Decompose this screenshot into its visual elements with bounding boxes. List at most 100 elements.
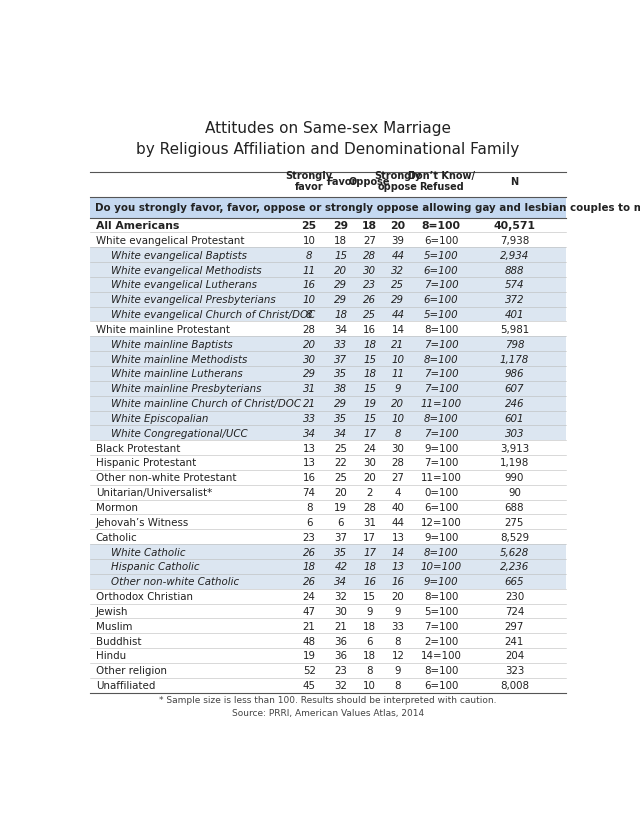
Text: Muslim: Muslim — [96, 621, 132, 631]
Text: 9=100: 9=100 — [424, 443, 458, 453]
Text: 21: 21 — [392, 339, 404, 349]
Text: 44: 44 — [392, 251, 404, 261]
Text: 37: 37 — [334, 532, 348, 542]
Text: Hispanic Catholic: Hispanic Catholic — [111, 562, 199, 571]
Text: Black Protestant: Black Protestant — [96, 443, 180, 453]
Text: 10: 10 — [392, 354, 404, 364]
Text: 8=100: 8=100 — [424, 324, 458, 334]
Bar — [90, 366, 566, 381]
Text: 28: 28 — [364, 503, 376, 513]
Text: 24: 24 — [303, 591, 316, 601]
Text: 30: 30 — [363, 265, 376, 275]
Text: Mormon: Mormon — [96, 503, 138, 513]
Text: 8=100: 8=100 — [424, 414, 458, 423]
Text: 33: 33 — [392, 621, 404, 631]
Text: 20: 20 — [335, 488, 348, 498]
Text: 34: 34 — [334, 428, 348, 438]
Bar — [90, 663, 566, 678]
Text: Hispanic Protestant: Hispanic Protestant — [96, 458, 196, 468]
Text: 724: 724 — [505, 606, 524, 616]
Text: White evangelical Methodists: White evangelical Methodists — [111, 265, 261, 275]
Text: 8=100: 8=100 — [424, 591, 458, 601]
Text: 2,236: 2,236 — [500, 562, 529, 571]
Text: 28: 28 — [392, 458, 404, 468]
Text: White mainline Church of Christ/DOC: White mainline Church of Christ/DOC — [111, 399, 301, 409]
Text: 36: 36 — [334, 636, 348, 646]
Text: 20: 20 — [392, 591, 404, 601]
Text: 21: 21 — [303, 399, 316, 409]
Text: 18: 18 — [363, 339, 376, 349]
Text: Jehovah’s Witness: Jehovah’s Witness — [96, 517, 189, 528]
Text: Catholic: Catholic — [96, 532, 138, 542]
Text: 32: 32 — [392, 265, 404, 275]
Text: 888: 888 — [505, 265, 524, 275]
Text: 15: 15 — [363, 591, 376, 601]
Text: 6: 6 — [367, 636, 373, 646]
Text: White evangelical Presbyterians: White evangelical Presbyterians — [111, 295, 275, 305]
Text: 990: 990 — [505, 473, 524, 483]
Text: 8: 8 — [306, 503, 312, 513]
Text: 323: 323 — [505, 666, 524, 676]
Text: 48: 48 — [303, 636, 316, 646]
Bar — [90, 396, 566, 411]
Text: 10=100: 10=100 — [420, 562, 461, 571]
Text: White mainline Lutherans: White mainline Lutherans — [111, 369, 243, 379]
Text: 29: 29 — [334, 280, 348, 290]
Bar — [90, 678, 566, 693]
Text: 14: 14 — [392, 547, 404, 557]
Text: White evangelical Baptists: White evangelical Baptists — [111, 251, 247, 261]
Text: Unaffiliated: Unaffiliated — [96, 681, 156, 691]
Text: 14: 14 — [392, 324, 404, 334]
Text: White evangelical Lutherans: White evangelical Lutherans — [111, 280, 257, 290]
Bar — [90, 529, 566, 544]
Text: 16: 16 — [303, 280, 316, 290]
Text: 32: 32 — [335, 681, 348, 691]
Text: 47: 47 — [303, 606, 316, 616]
Text: Jewish: Jewish — [96, 606, 129, 616]
Text: Other non-white Catholic: Other non-white Catholic — [111, 576, 239, 586]
Text: 9: 9 — [367, 606, 373, 616]
Text: 25: 25 — [363, 309, 376, 320]
Bar — [90, 381, 566, 396]
Text: Orthodox Christian: Orthodox Christian — [96, 591, 193, 601]
Text: 7=100: 7=100 — [424, 428, 458, 438]
Bar — [90, 351, 566, 366]
Text: 17: 17 — [363, 532, 376, 542]
Text: 34: 34 — [334, 576, 348, 586]
Text: 665: 665 — [505, 576, 524, 586]
Text: 401: 401 — [505, 309, 524, 320]
Text: 19: 19 — [334, 503, 348, 513]
Text: 18: 18 — [334, 236, 348, 246]
Text: 23: 23 — [363, 280, 376, 290]
Text: Favor: Favor — [326, 176, 356, 186]
Text: 12=100: 12=100 — [420, 517, 461, 528]
Text: 23: 23 — [335, 666, 348, 676]
Text: 7=100: 7=100 — [424, 280, 458, 290]
Text: 8=100: 8=100 — [424, 547, 458, 557]
Text: 30: 30 — [335, 606, 348, 616]
Text: * Sample size is less than 100. Results should be interpreted with caution.
Sour: * Sample size is less than 100. Results … — [159, 696, 497, 717]
Text: 22: 22 — [335, 458, 348, 468]
Text: 16: 16 — [363, 324, 376, 334]
Text: 40: 40 — [392, 503, 404, 513]
Text: 30: 30 — [364, 458, 376, 468]
Text: 10: 10 — [392, 414, 404, 423]
Text: 6=100: 6=100 — [424, 503, 458, 513]
Text: 9=100: 9=100 — [424, 576, 458, 586]
Text: 6=100: 6=100 — [424, 681, 458, 691]
Text: Do you strongly favor, favor, oppose or strongly oppose allowing gay and lesbian: Do you strongly favor, favor, oppose or … — [95, 203, 640, 213]
Text: 241: 241 — [505, 636, 524, 646]
Text: 8: 8 — [395, 681, 401, 691]
Text: 798: 798 — [505, 339, 524, 349]
Text: 10: 10 — [364, 681, 376, 691]
Text: All Americans: All Americans — [96, 221, 179, 231]
Bar — [90, 648, 566, 663]
Text: 5,628: 5,628 — [500, 547, 529, 557]
Text: 45: 45 — [303, 681, 316, 691]
Text: 15: 15 — [363, 384, 376, 394]
Text: 31: 31 — [363, 517, 376, 528]
Text: 3,913: 3,913 — [500, 443, 529, 453]
Bar — [90, 619, 566, 633]
Text: 18: 18 — [363, 621, 376, 631]
Text: 28: 28 — [363, 251, 376, 261]
